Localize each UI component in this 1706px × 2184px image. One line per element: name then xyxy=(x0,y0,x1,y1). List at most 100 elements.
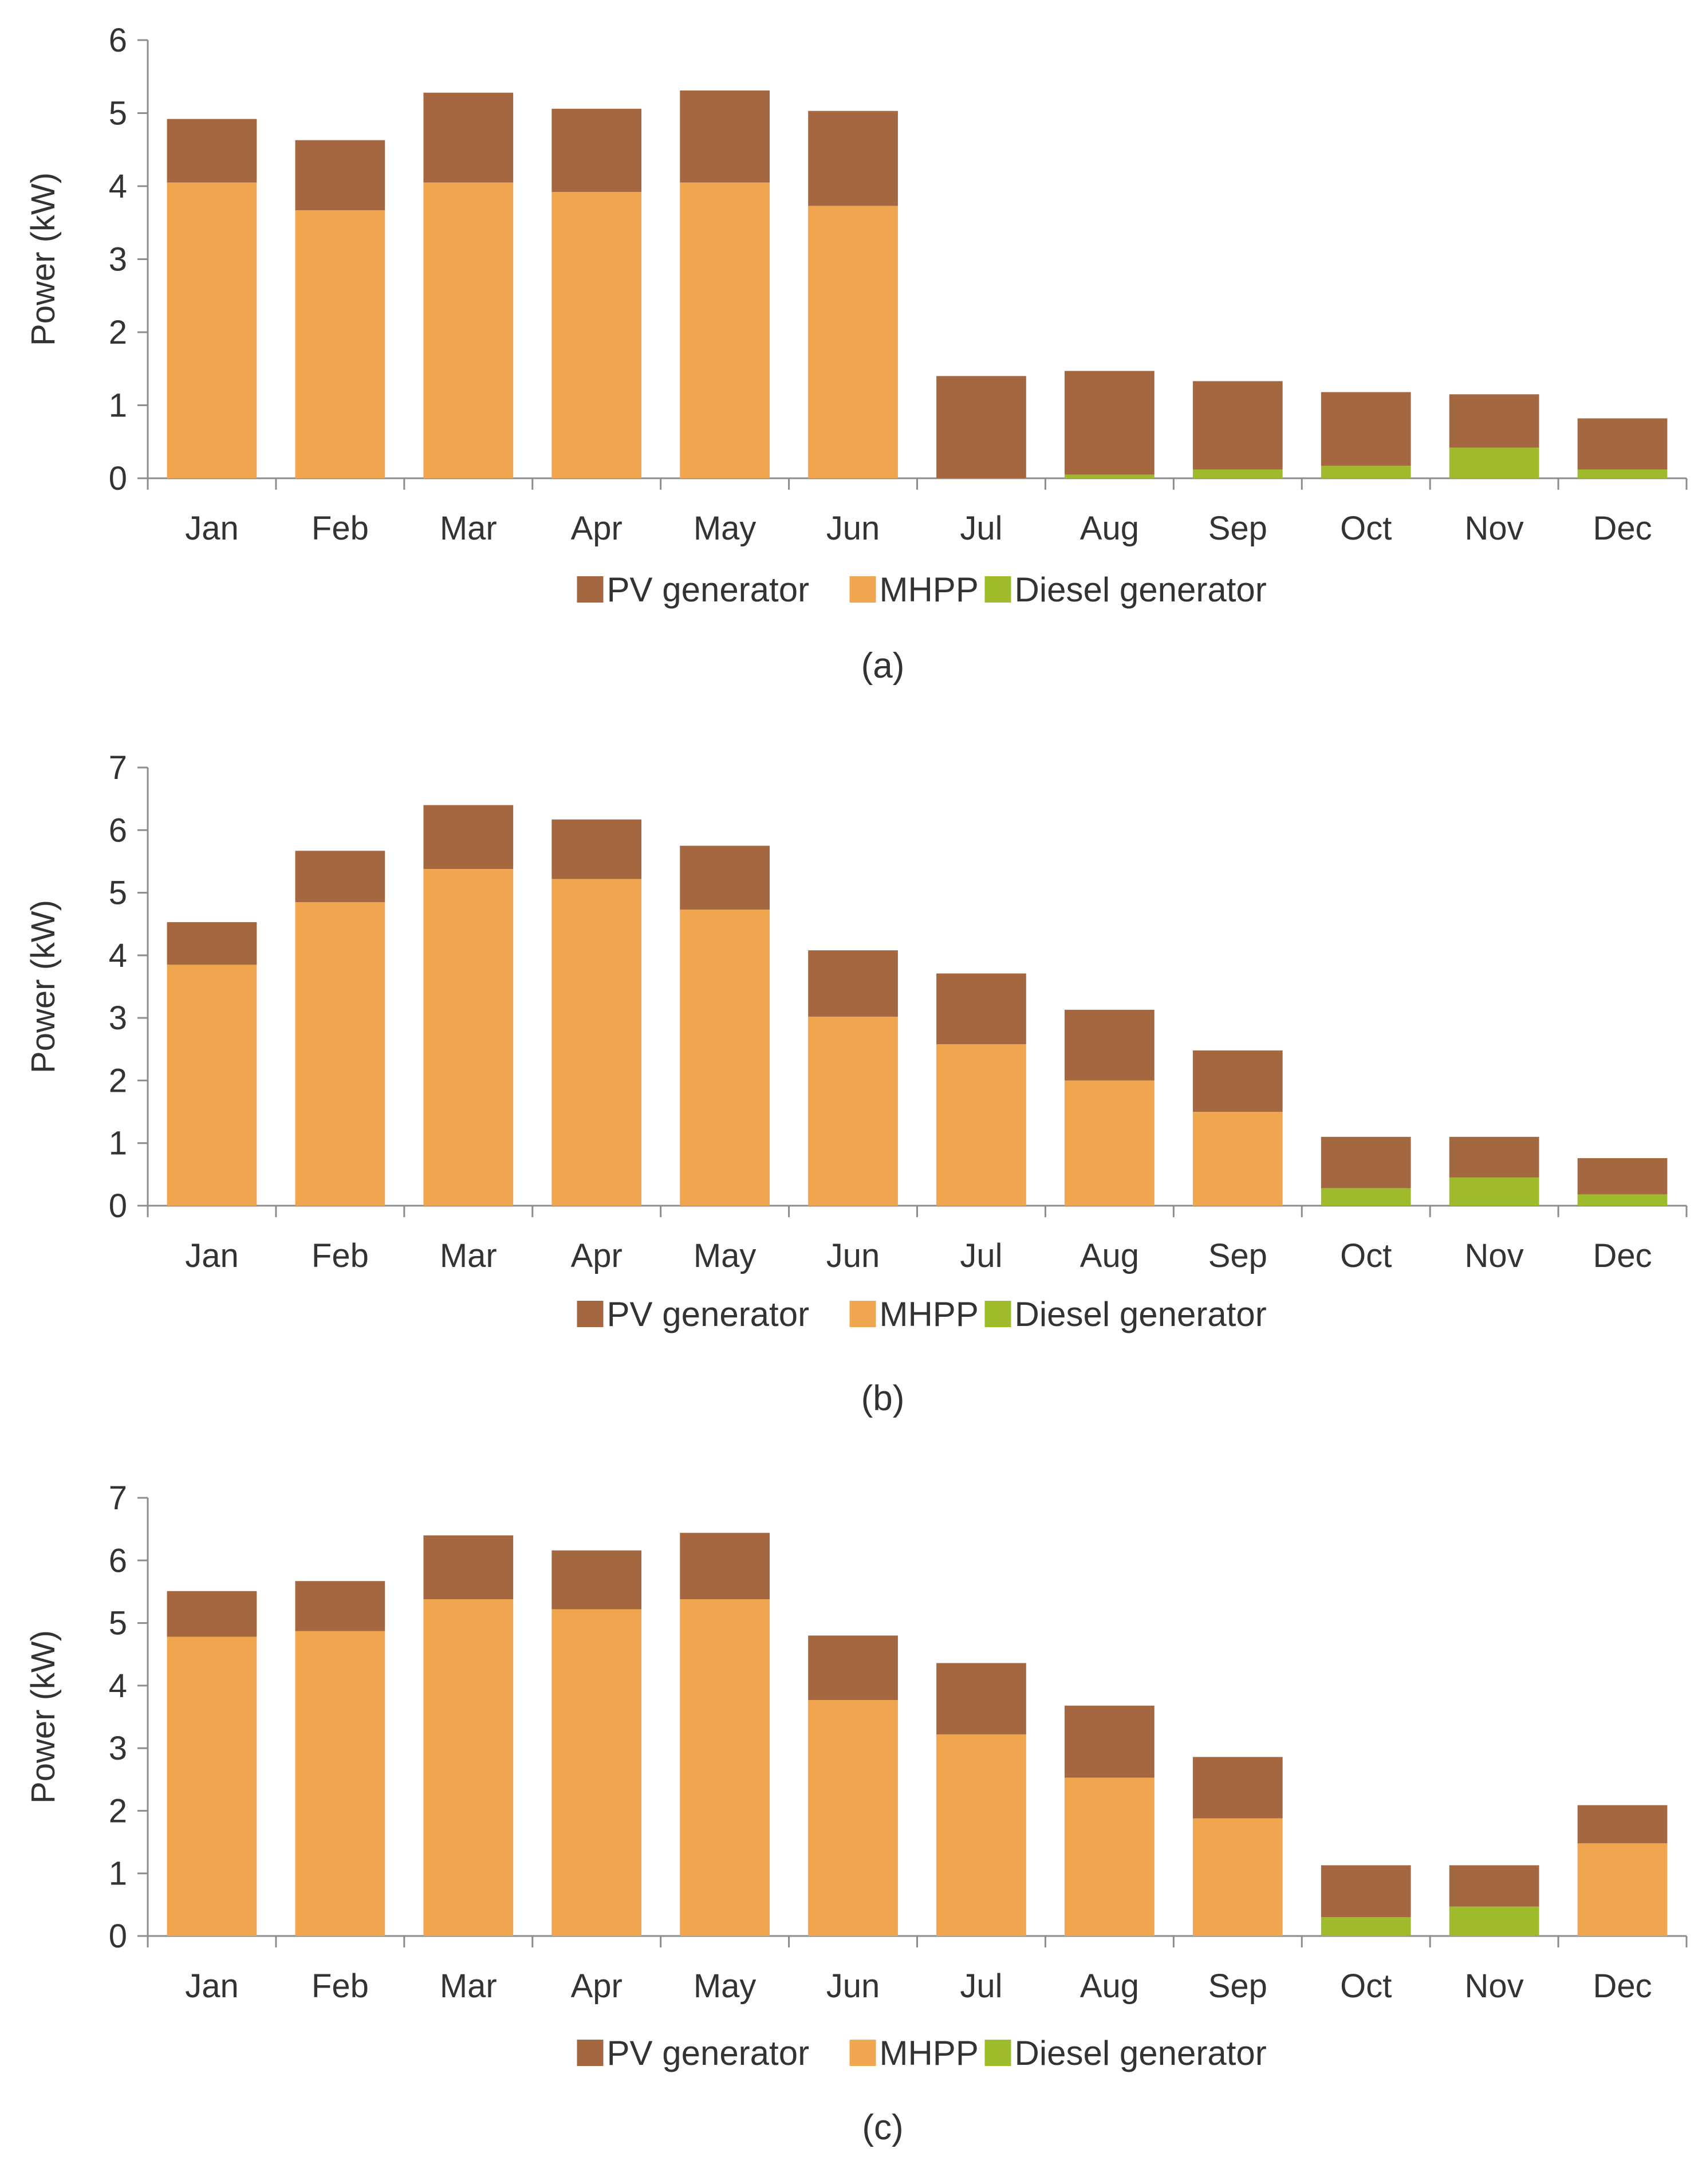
bar-mhpp-mar xyxy=(423,869,514,1206)
bar-pv-generator-aug xyxy=(1065,371,1155,475)
x-tick-label-jun: Jun xyxy=(826,510,880,547)
bar-mhpp-jan xyxy=(167,1636,257,1936)
y-axis-label: Power (kW) xyxy=(25,900,62,1073)
bar-pv-generator-jul xyxy=(936,1663,1026,1735)
bar-diesel-generator-nov xyxy=(1449,447,1539,478)
bar-mhpp-jul xyxy=(936,1044,1026,1206)
bar-pv-generator-mar xyxy=(423,805,514,869)
y-axis-label: Power (kW) xyxy=(25,172,62,346)
bar-pv-generator-nov xyxy=(1449,1865,1539,1907)
bar-mhpp-jun xyxy=(808,1699,898,1936)
bar-mhpp-apr xyxy=(551,879,642,1206)
panel-caption: (c) xyxy=(862,2108,903,2147)
bar-mhpp-jun xyxy=(808,206,898,478)
bar-mhpp-feb xyxy=(295,902,385,1206)
bar-pv-generator-nov xyxy=(1449,394,1539,448)
panel-b: 0 1 2 3 4 5 6 7 Power (kW) Jan Feb Mar Apr May Jun Jul A… xyxy=(25,749,1688,1418)
y-tick-label: 6 xyxy=(109,1542,127,1579)
bar-pv-generator-oct xyxy=(1321,1136,1411,1189)
x-tick-label-jan: Jan xyxy=(185,510,239,547)
x-tick-label-nov: Nov xyxy=(1465,1237,1524,1274)
x-tick-label-nov: Nov xyxy=(1465,1967,1524,2005)
bar-mhpp-aug xyxy=(1065,1080,1155,1206)
bar-diesel-generator-dec xyxy=(1577,469,1668,478)
legend-label-mhpp: MHPP xyxy=(880,2034,979,2072)
legend-label-mhpp: MHPP xyxy=(880,570,979,609)
x-tick-label-feb: Feb xyxy=(312,1967,369,2005)
panel-a: 0 1 2 3 4 5 6 Power (kW) Jan Feb Mar Apr May Jun Jul Au… xyxy=(25,22,1688,686)
y-tick-label: 1 xyxy=(109,387,127,424)
bar-pv-generator-may xyxy=(680,845,770,910)
bar-pv-generator-may xyxy=(680,90,770,183)
bar-pv-generator-jun xyxy=(808,950,898,1017)
y-tick-label: 4 xyxy=(109,937,127,974)
legend: PV generator MHPP Diesel generator xyxy=(577,1295,1267,1333)
legend-swatch-diesel-generator xyxy=(984,576,1011,603)
bar-diesel-generator-oct xyxy=(1321,1188,1411,1206)
bar-mhpp-jun xyxy=(808,1016,898,1206)
bar-pv-generator-jun xyxy=(808,111,898,206)
bar-pv-generator-aug xyxy=(1065,1009,1155,1081)
x-tick-label-may: May xyxy=(694,510,757,547)
y-tick-label: 0 xyxy=(109,1187,127,1225)
legend-label-diesel-generator: Diesel generator xyxy=(1015,570,1267,609)
x-tick-label-dec: Dec xyxy=(1593,1237,1652,1274)
bar-pv-generator-sep xyxy=(1192,381,1283,470)
legend-swatch-diesel-generator xyxy=(984,2040,1011,2066)
legend-swatch-mhpp xyxy=(849,576,876,603)
panel-c: 0 1 2 3 4 5 6 7 Power (kW) Jan Feb Mar Apr May Jun Jul A… xyxy=(25,1479,1688,2147)
bar-pv-generator-jul xyxy=(936,376,1026,478)
y-tick-label: 1 xyxy=(109,1125,127,1162)
legend-label-pv-generator: PV generator xyxy=(607,2034,810,2072)
y-tick-label: 3 xyxy=(109,241,127,278)
bar-pv-generator-sep xyxy=(1192,1050,1283,1112)
x-tick-label-sep: Sep xyxy=(1208,510,1267,547)
bar-diesel-generator-nov xyxy=(1449,1906,1539,1936)
bar-pv-generator-may xyxy=(680,1533,770,1600)
x-tick-label-sep: Sep xyxy=(1208,1967,1267,2005)
bar-pv-generator-jun xyxy=(808,1635,898,1700)
y-tick-label: 6 xyxy=(109,812,127,849)
panel-caption: (b) xyxy=(861,1379,905,1418)
y-tick-label: 2 xyxy=(109,1062,127,1099)
bar-pv-generator-oct xyxy=(1321,392,1411,466)
bar-pv-generator-apr xyxy=(551,1550,642,1610)
legend: PV generator MHPP Diesel generator xyxy=(577,570,1267,609)
bar-pv-generator-mar xyxy=(423,1535,514,1600)
x-tick-label-jan: Jan xyxy=(185,1237,239,1274)
panel-caption: (a) xyxy=(861,646,905,686)
bar-pv-generator-feb xyxy=(295,851,385,902)
bar-mhpp-mar xyxy=(423,182,514,478)
y-tick-label: 2 xyxy=(109,1792,127,1829)
legend-label-pv-generator: PV generator xyxy=(607,570,810,609)
bar-mhpp-may xyxy=(680,1599,770,1936)
x-tick-label-mar: Mar xyxy=(440,1967,497,2005)
y-tick-label: 3 xyxy=(109,1730,127,1767)
legend-swatch-mhpp xyxy=(849,1301,876,1327)
bar-pv-generator-dec xyxy=(1577,1805,1668,1844)
bar-mhpp-mar xyxy=(423,1599,514,1936)
bar-pv-generator-feb xyxy=(295,1581,385,1631)
x-tick-label-feb: Feb xyxy=(312,510,369,547)
bar-mhpp-jan xyxy=(167,965,257,1206)
bar-mhpp-feb xyxy=(295,210,385,478)
bar-mhpp-aug xyxy=(1065,1777,1155,1936)
x-tick-label-apr: Apr xyxy=(571,1967,622,2005)
y-tick-label: 6 xyxy=(109,22,127,59)
y-tick-label: 1 xyxy=(109,1855,127,1892)
y-tick-label: 7 xyxy=(109,1479,127,1517)
bar-pv-generator-dec xyxy=(1577,1158,1668,1195)
x-tick-label-apr: Apr xyxy=(571,1237,622,1274)
bar-diesel-generator-nov xyxy=(1449,1177,1539,1206)
bar-mhpp-feb xyxy=(295,1631,385,1936)
legend-swatch-pv-generator xyxy=(577,2040,604,2066)
legend-label-diesel-generator: Diesel generator xyxy=(1015,1295,1267,1333)
y-axis-label: Power (kW) xyxy=(25,1630,62,1804)
bar-pv-generator-feb xyxy=(295,140,385,211)
legend-label-pv-generator: PV generator xyxy=(607,1295,810,1333)
bar-mhpp-sep xyxy=(1192,1818,1283,1936)
bar-mhpp-jan xyxy=(167,182,257,478)
x-tick-label-jan: Jan xyxy=(185,1967,239,2005)
bar-mhpp-may xyxy=(680,910,770,1206)
